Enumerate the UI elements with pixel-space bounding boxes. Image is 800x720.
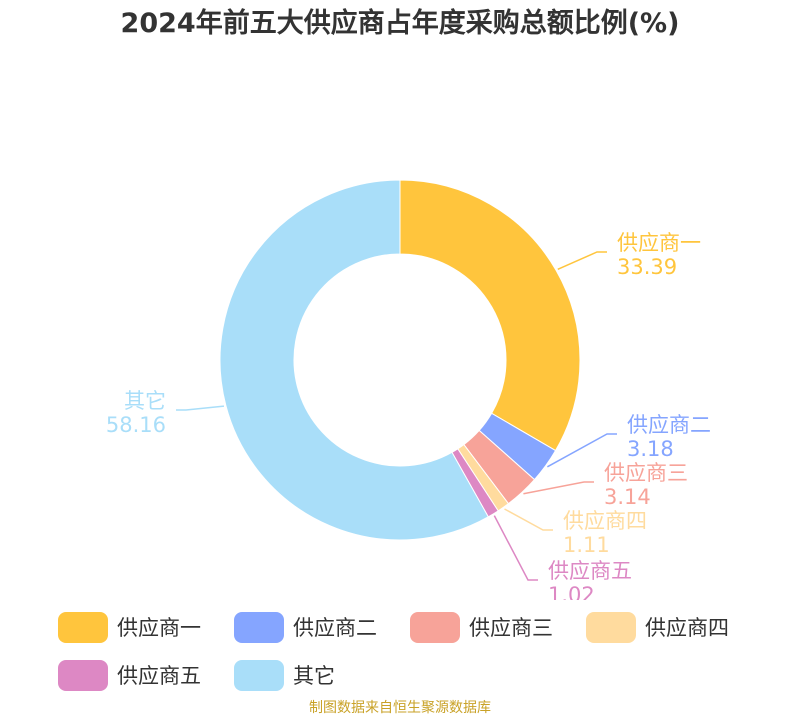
slice-label-value-4: 1.11 <box>563 533 610 557</box>
slice-label-name-5: 供应商五 <box>548 559 632 583</box>
leader-line-2 <box>547 433 617 468</box>
legend-swatch <box>234 659 284 691</box>
leader-line-4 <box>504 508 553 531</box>
slice-label-name-6: 其它 <box>124 389 166 413</box>
legend-swatch <box>410 611 460 643</box>
legend-label: 供应商一 <box>117 616 201 640</box>
slice-label-value-2: 3.18 <box>627 437 674 461</box>
slice-label-name-3: 供应商三 <box>604 461 688 485</box>
legend-swatch <box>58 611 108 643</box>
leader-line-3 <box>523 481 594 495</box>
slice-label-value-6: 58.16 <box>106 413 166 437</box>
slice-label-name-1: 供应商一 <box>617 231 701 255</box>
legend-item-6[interactable]: 其它 <box>234 658 335 692</box>
legend-item-5[interactable]: 供应商五 <box>58 658 201 692</box>
legend-swatch <box>234 611 284 643</box>
legend-label: 供应商二 <box>293 616 377 640</box>
slice-label-name-4: 供应商四 <box>563 509 647 533</box>
slice-label-value-1: 33.39 <box>617 255 677 279</box>
legend-label: 供应商三 <box>469 616 553 640</box>
legend-label: 其它 <box>293 664 335 688</box>
leader-line-1 <box>557 251 607 270</box>
legend-label: 供应商五 <box>117 664 201 688</box>
legend-item-2[interactable]: 供应商二 <box>234 610 377 644</box>
pie-slice-6 <box>219 179 489 541</box>
slice-label-value-5: 1.02 <box>548 583 595 600</box>
legend-item-4[interactable]: 供应商四 <box>586 610 729 644</box>
legend-item-1[interactable]: 供应商一 <box>58 610 201 644</box>
legend-swatch <box>58 659 108 691</box>
leader-line-5 <box>493 515 538 581</box>
legend-label: 供应商四 <box>645 616 729 640</box>
chart-title: 2024年前五大供应商占年度采购总额比例(%) <box>120 8 680 39</box>
pie-slice-1 <box>399 179 581 452</box>
slice-label-name-2: 供应商二 <box>627 413 711 437</box>
legend-item-3[interactable]: 供应商三 <box>410 610 553 644</box>
slice-label-value-3: 3.14 <box>604 485 651 509</box>
leader-line-6 <box>176 405 225 411</box>
source-note: 制图数据来自恒生聚源数据库 <box>309 700 491 716</box>
legend-swatch <box>586 611 636 643</box>
